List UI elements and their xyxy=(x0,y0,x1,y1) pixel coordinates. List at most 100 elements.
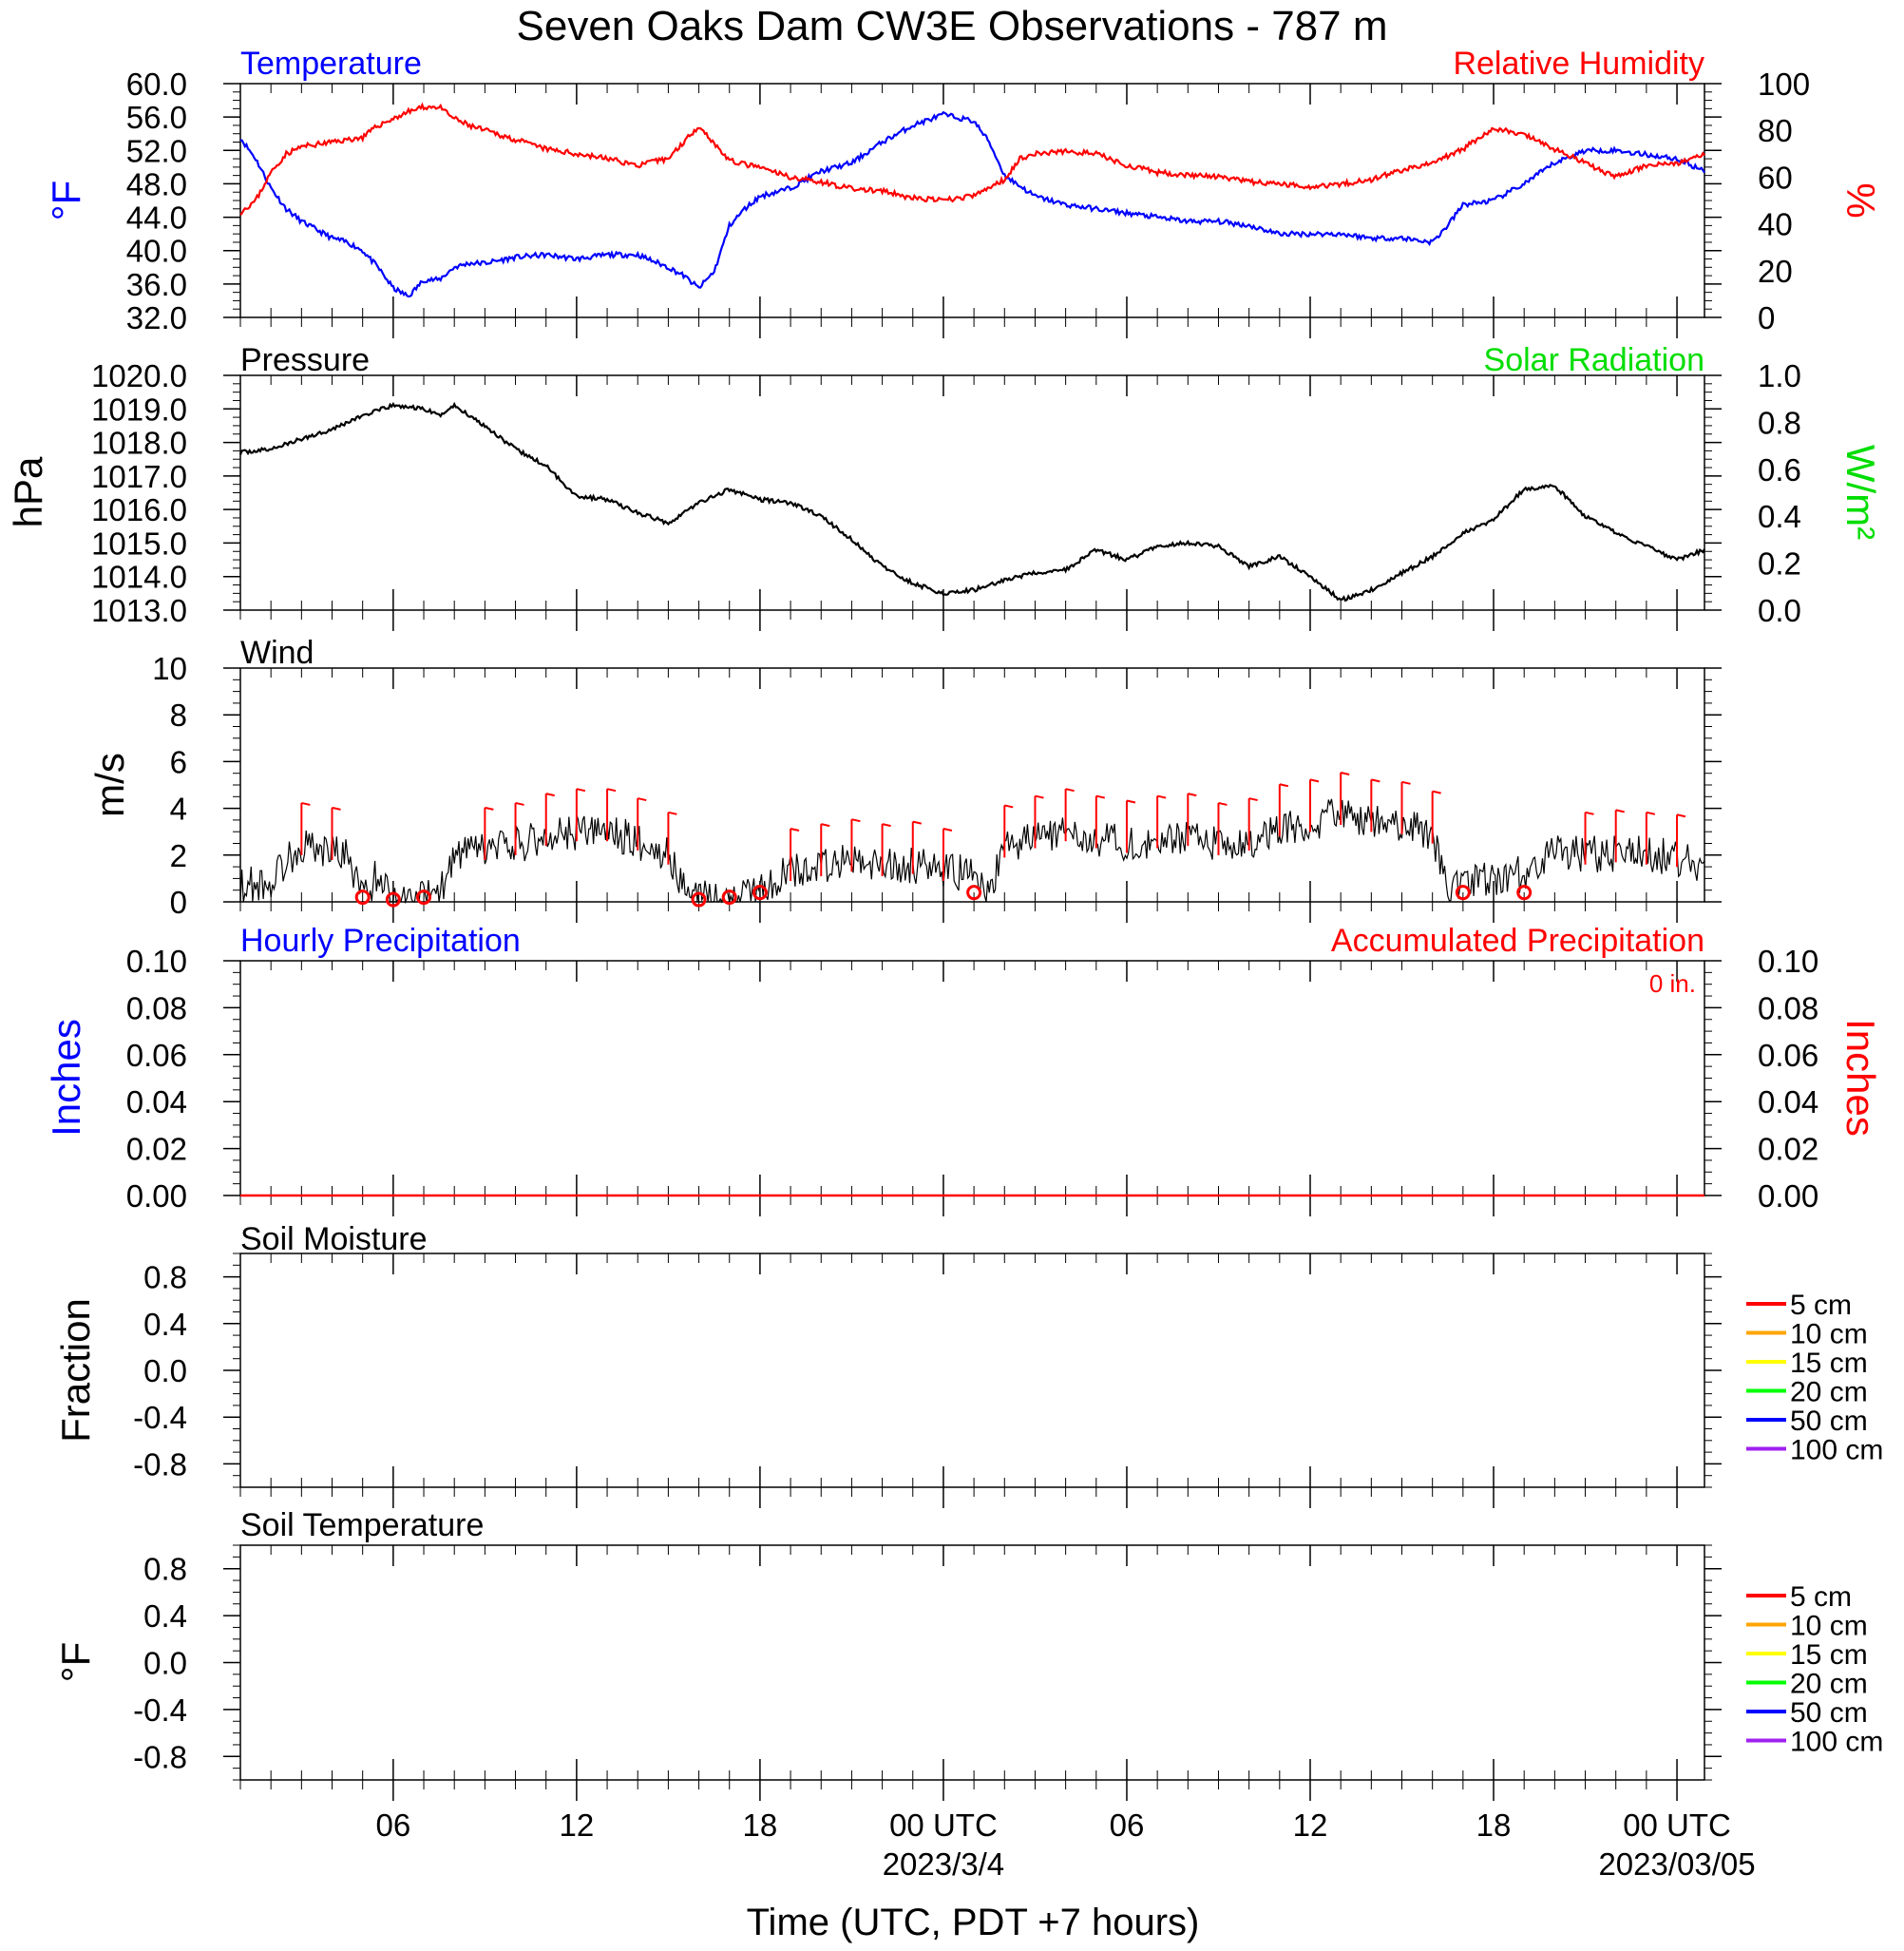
y-tick-label: 8 xyxy=(170,698,187,733)
y-tick-label: 0.0 xyxy=(143,1646,187,1681)
soil-moisture-title: Soil Moisture xyxy=(240,1221,428,1257)
wind-barb-flag xyxy=(1401,780,1411,785)
x-tick-label: 00 UTC xyxy=(889,1808,998,1843)
y-right-tick-label: 0.0 xyxy=(1758,593,1801,628)
wind-barb-flag xyxy=(1156,794,1167,799)
humidity-line xyxy=(239,102,1705,216)
legend-label: 50 cm xyxy=(1790,1697,1868,1729)
hourly-precip-title: Hourly Precipitation xyxy=(240,923,521,959)
y-tick-label: 0.4 xyxy=(143,1598,187,1634)
calm-wind-circle xyxy=(691,891,707,908)
wind-barb-flag xyxy=(1309,778,1320,783)
temp-unit-label: °F xyxy=(44,181,88,220)
soil-temp-unit-label: °F xyxy=(53,1642,98,1682)
y-tick-label: 0.04 xyxy=(126,1084,187,1119)
y-tick-label: 0.8 xyxy=(143,1260,187,1295)
x-tick-label: 06 xyxy=(1110,1808,1145,1843)
y-right-tick-label: 100 xyxy=(1758,67,1810,102)
wind-barb-flag xyxy=(912,820,922,825)
wind-barb-flag xyxy=(821,823,830,828)
y-tick-label: 0.06 xyxy=(126,1038,187,1073)
y-tick-label: 1019.0 xyxy=(91,392,187,427)
wind-barb-flag xyxy=(1340,772,1350,775)
legend-label: 50 cm xyxy=(1790,1406,1868,1437)
y-right-tick-label: 0.06 xyxy=(1758,1038,1818,1073)
pressure-line xyxy=(238,401,1705,603)
precip-panel xyxy=(239,960,1705,1196)
calm-wind-circle xyxy=(1516,885,1533,901)
y-tick-label: 52.0 xyxy=(126,133,187,168)
wind-barb-flag xyxy=(1615,809,1625,813)
calm-wind-circle xyxy=(385,891,401,908)
y-tick-label: 1014.0 xyxy=(91,560,187,595)
wind-barb-flag xyxy=(1585,811,1594,815)
legend-label: 100 cm xyxy=(1790,1435,1883,1466)
legend-label: 15 cm xyxy=(1790,1639,1868,1671)
y-tick-label: 1013.0 xyxy=(91,593,187,628)
y-tick-label: 36.0 xyxy=(126,267,187,302)
x-tick-label: 12 xyxy=(1293,1808,1328,1843)
pressure-title: Pressure xyxy=(240,342,370,378)
y-tick-label: 40.0 xyxy=(126,234,187,269)
y-tick-label: 1017.0 xyxy=(91,459,187,494)
y-right-tick-label: 0.6 xyxy=(1758,452,1801,488)
accum-precip-total: 0 in. xyxy=(1649,969,1696,998)
y-tick-label: 44.0 xyxy=(126,201,187,236)
legend-label: 20 cm xyxy=(1790,1377,1868,1408)
x-tick-label: 12 xyxy=(560,1808,595,1843)
y-right-tick-label: 0.10 xyxy=(1758,944,1818,979)
x-tick-label: 00 UTC xyxy=(1623,1808,1731,1843)
calm-wind-circle xyxy=(1455,885,1471,901)
accum-precip-title: Accumulated Precipitation xyxy=(1331,923,1704,959)
x-date-label: 2023/3/4 xyxy=(883,1846,1004,1882)
wind-barb-flag xyxy=(545,793,555,797)
wind-barb-flag xyxy=(1371,778,1380,783)
y-tick-label: -0.8 xyxy=(133,1446,187,1482)
wind-barb-flag xyxy=(485,806,494,811)
wind-barb-flag xyxy=(1248,797,1258,802)
y-tick-label: 0.4 xyxy=(143,1307,187,1342)
legend-label: 15 cm xyxy=(1790,1348,1868,1379)
wind-barb-flag xyxy=(606,788,617,793)
wind-barb-flag xyxy=(1646,811,1656,815)
y-tick-label: 6 xyxy=(170,744,187,779)
wind-barb-flag xyxy=(1218,801,1228,806)
y-tick-label: -0.4 xyxy=(133,1400,187,1435)
y-tick-label: 0.0 xyxy=(143,1353,187,1388)
wind-barb-flag xyxy=(1676,813,1686,818)
y-tick-label: 48.0 xyxy=(126,166,187,201)
x-tick-label: 06 xyxy=(375,1808,410,1843)
x-date-label: 2023/03/05 xyxy=(1598,1846,1755,1882)
x-tick-label: 18 xyxy=(743,1808,778,1843)
y-right-tick-label: 0.2 xyxy=(1758,546,1801,582)
wind-barb-flag xyxy=(851,818,861,823)
y-right-tick-label: 80 xyxy=(1758,113,1793,148)
y-tick-label: 0.02 xyxy=(126,1132,187,1167)
data-lines xyxy=(238,102,1705,1197)
soil-moisture-panel xyxy=(239,1253,1705,1488)
y-right-tick-label: 20 xyxy=(1758,254,1793,289)
wind-unit-label: m/s xyxy=(87,753,132,817)
wind-barb-flag xyxy=(790,828,800,832)
y-tick-label: 0.08 xyxy=(126,990,187,1025)
y-tick-label: 0 xyxy=(170,885,187,920)
wind-barb-flag xyxy=(1065,788,1075,793)
precip-left-unit-label: Inches xyxy=(44,1019,88,1137)
y-tick-label: -0.8 xyxy=(133,1739,187,1774)
wind-barb-flag xyxy=(515,801,524,806)
wind-barb-flag xyxy=(638,797,647,802)
wind-barb-flag xyxy=(1004,804,1014,809)
legend-label: 100 cm xyxy=(1790,1727,1883,1758)
legend-label: 5 cm xyxy=(1790,1581,1852,1613)
y-right-tick-label: 40 xyxy=(1758,207,1793,242)
y-right-tick-label: 0.08 xyxy=(1758,990,1818,1025)
wind-barb-flag xyxy=(882,823,891,828)
x-axis-label: Time (UTC, PDT +7 hours) xyxy=(747,1902,1200,1943)
y-tick-label: 1016.0 xyxy=(91,492,187,527)
wind-barb-flag xyxy=(1279,783,1289,788)
temperature-line xyxy=(239,110,1705,298)
soil-temp-panel xyxy=(239,1544,1705,1781)
y-right-tick-label: 0.4 xyxy=(1758,499,1801,534)
solar-title: Solar Radiation xyxy=(1484,342,1704,378)
